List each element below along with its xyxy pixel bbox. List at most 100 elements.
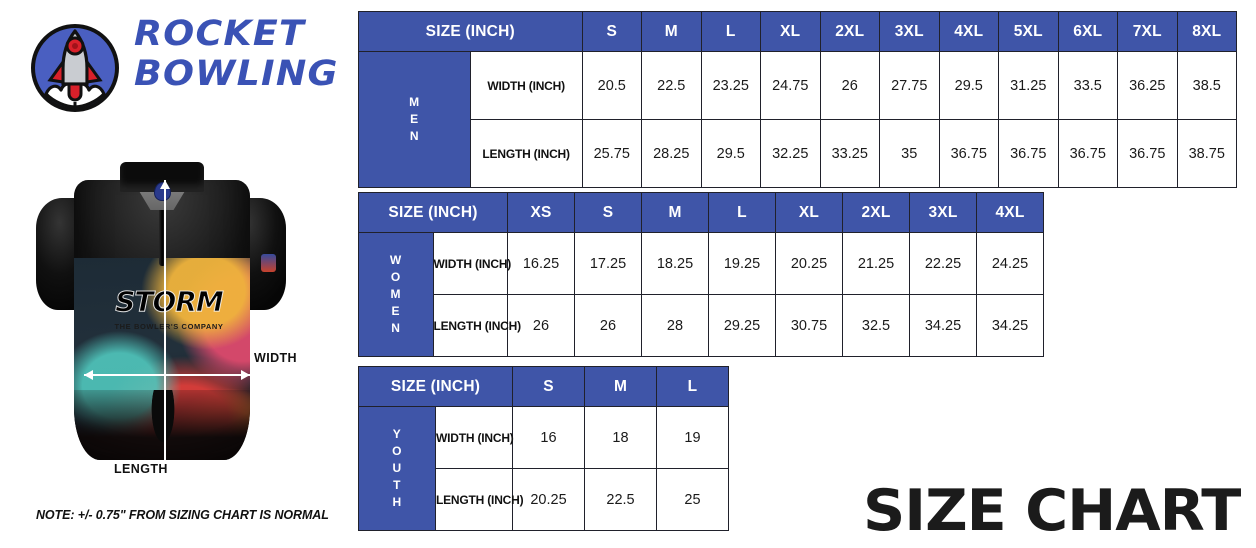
size-col-s: S: [581, 11, 642, 52]
page-title: SIZE CHART: [862, 478, 1241, 544]
cell-women-length-3xl: 34.25: [909, 294, 977, 357]
cell-youth-length-s: 20.25: [512, 468, 585, 531]
storm-logo-text: STORM: [115, 285, 225, 318]
sleeve-badge-icon: [261, 254, 276, 272]
width-measure-arrow: [84, 370, 250, 380]
row-label-length: LENGTH (INCH): [469, 119, 583, 188]
category-letter: U: [392, 461, 402, 475]
row-label-length: LENGTH (INCH): [432, 294, 521, 357]
bowling-jersey-image: STORM THE BOWLER'S COMPANY: [36, 158, 286, 470]
category-letter: N: [409, 129, 419, 143]
size-col-m: M: [584, 366, 657, 407]
category-letter: E: [391, 304, 400, 318]
cell-men-length-m: 28.25: [641, 119, 702, 188]
cell-men-length-4xl: 36.75: [938, 119, 999, 188]
table-header-row: SIZE (INCH) XS S M L XL 2XL 3XL 4XL: [358, 192, 1044, 233]
category-letter: Y: [392, 427, 402, 441]
size-header-cell: SIZE (INCH): [358, 366, 513, 407]
jersey-body: STORM THE BOWLER'S COMPANY: [74, 180, 250, 460]
size-col-s: S: [512, 366, 585, 407]
brand-name: ROCKET BOWLING: [134, 14, 344, 94]
cell-youth-width-s: 16: [512, 406, 585, 469]
length-label: LENGTH: [114, 462, 168, 476]
row-label-width: WIDTH (INCH): [432, 232, 511, 295]
cell-men-width-m: 22.5: [641, 51, 702, 120]
cell-men-width-3xl: 27.75: [879, 51, 940, 120]
category-letter: W: [389, 253, 402, 267]
cell-women-length-2xl: 32.5: [842, 294, 910, 357]
cell-men-width-l: 23.25: [700, 51, 761, 120]
size-col-l: L: [700, 11, 761, 52]
table-body-men: M E N WIDTH (INCH) 20.5 22.5 23.25 24.75…: [358, 51, 1237, 188]
cell-men-width-4xl: 29.5: [938, 51, 999, 120]
cell-men-length-5xl: 36.75: [998, 119, 1059, 188]
cell-women-length-m: 28: [641, 294, 709, 357]
size-col-m: M: [641, 192, 709, 233]
size-col-l: L: [656, 366, 729, 407]
row-label-width: WIDTH (INCH): [469, 51, 583, 120]
table-row: LENGTH (INCH) 20.25 22.5 25: [359, 468, 729, 531]
size-table-youth: SIZE (INCH) S M L Y O U T H WIDTH (INCH)…: [358, 366, 729, 531]
size-col-8xl: 8XL: [1176, 11, 1237, 52]
category-label-women: W O M E N: [358, 232, 434, 357]
size-col-3xl: 3XL: [909, 192, 977, 233]
table-head-youth: SIZE (INCH) S M L: [358, 366, 729, 407]
category-letter: O: [390, 270, 401, 284]
table-body-women: W O M E N WIDTH (INCH) 16.25 17.25 18.25…: [358, 232, 1044, 357]
row-label-width: WIDTH (INCH): [435, 406, 514, 469]
category-letter: T: [393, 478, 401, 492]
size-col-xs: XS: [507, 192, 575, 233]
cell-women-length-l: 29.25: [708, 294, 776, 357]
cell-women-length-xl: 30.75: [775, 294, 843, 357]
size-col-4xl: 4XL: [938, 11, 999, 52]
width-label: WIDTH: [254, 351, 297, 365]
length-measure-arrow: [160, 180, 170, 470]
rocket-in-circle-icon: [22, 10, 128, 116]
cell-women-width-l: 19.25: [708, 232, 776, 295]
cell-women-width-xs: 16.25: [507, 232, 575, 295]
cell-women-width-3xl: 22.25: [909, 232, 977, 295]
cell-men-width-6xl: 33.5: [1057, 51, 1118, 120]
category-letter: N: [391, 321, 401, 335]
table-header-row: SIZE (INCH) S M L XL 2XL 3XL 4XL 5XL 6XL…: [358, 11, 1237, 52]
cell-youth-width-m: 18: [584, 406, 657, 469]
cell-women-width-4xl: 24.25: [976, 232, 1044, 295]
cell-men-length-7xl: 36.75: [1117, 119, 1178, 188]
cell-men-length-l: 29.5: [700, 119, 761, 188]
category-letter: M: [409, 95, 420, 109]
cell-women-width-xl: 20.25: [775, 232, 843, 295]
cell-men-width-s: 20.5: [581, 51, 642, 120]
size-header-cell: SIZE (INCH): [358, 192, 508, 233]
size-header-cell: SIZE (INCH): [358, 11, 583, 52]
table-row: W O M E N WIDTH (INCH) 16.25 17.25 18.25…: [358, 232, 1044, 357]
cell-women-width-m: 18.25: [641, 232, 709, 295]
cell-youth-length-l: 25: [656, 468, 729, 531]
table-row: LENGTH (INCH) 26 26 28 29.25 30.75 32.5 …: [359, 294, 1044, 357]
brand-and-product-panel: ROCKET BOWLING STORM THE BOWLER'S COMPAN…: [0, 0, 352, 548]
cell-men-width-7xl: 36.25: [1117, 51, 1178, 120]
table-row: LENGTH (INCH) 25.75 28.25 29.5 32.25 33.…: [359, 119, 1237, 188]
category-letter: H: [392, 495, 402, 509]
jersey-graphic-print: [74, 258, 250, 460]
row-label-length: LENGTH (INCH): [435, 468, 524, 531]
storm-tagline-text: THE BOWLER'S COMPANY: [114, 322, 224, 331]
brand-lockup: ROCKET BOWLING: [14, 4, 344, 124]
cell-men-length-2xl: 33.25: [819, 119, 880, 188]
size-table-women: SIZE (INCH) XS S M L XL 2XL 3XL 4XL W O …: [358, 192, 1044, 357]
cell-men-width-xl: 24.75: [760, 51, 821, 120]
cell-men-length-6xl: 36.75: [1057, 119, 1118, 188]
sizing-note: NOTE: +/- 0.75" FROM SIZING CHART IS NOR…: [36, 508, 329, 522]
size-col-s: S: [574, 192, 642, 233]
cell-women-length-xs: 26: [507, 294, 575, 357]
category-letter: E: [410, 112, 419, 126]
cell-women-width-s: 17.25: [574, 232, 642, 295]
cell-men-length-8xl: 38.75: [1176, 119, 1237, 188]
size-table-men: SIZE (INCH) S M L XL 2XL 3XL 4XL 5XL 6XL…: [358, 11, 1237, 188]
cell-men-width-8xl: 38.5: [1176, 51, 1237, 120]
cell-women-length-4xl: 34.25: [976, 294, 1044, 357]
cell-men-width-2xl: 26: [819, 51, 880, 120]
cell-youth-length-m: 22.5: [584, 468, 657, 531]
jersey-measurement-diagram: STORM THE BOWLER'S COMPANY WIDTH LENGTH: [14, 140, 340, 500]
brand-name-line1: ROCKET: [134, 14, 306, 54]
size-col-m: M: [641, 11, 702, 52]
